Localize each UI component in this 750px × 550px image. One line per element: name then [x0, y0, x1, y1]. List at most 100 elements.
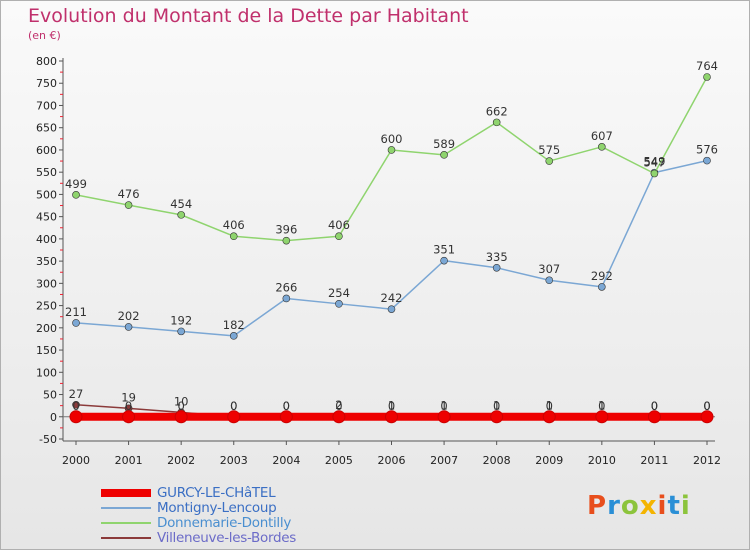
x-tick-label: 2002	[167, 454, 195, 467]
data-point	[440, 151, 448, 159]
data-point	[437, 410, 451, 424]
data-point	[332, 410, 346, 424]
data-label: 182	[223, 318, 245, 332]
legend-swatch	[101, 537, 151, 539]
data-label: 27	[69, 387, 84, 401]
data-label: 307	[538, 262, 560, 276]
x-tick-label: 2004	[272, 454, 300, 467]
data-label: 0	[230, 399, 237, 413]
data-point	[227, 410, 241, 424]
data-label: 607	[591, 129, 613, 143]
x-tick-label: 2000	[62, 454, 90, 467]
data-label: 476	[118, 187, 140, 201]
data-label: 242	[381, 291, 403, 305]
logo-letter: x	[639, 491, 658, 521]
data-label: 292	[591, 269, 613, 283]
data-label: 406	[328, 218, 350, 232]
data-point	[650, 169, 659, 178]
data-label: 0	[651, 399, 658, 413]
data-label: 0	[230, 399, 237, 413]
data-label: 0	[703, 399, 710, 413]
chart-title: Evolution du Montant de la Dette par Hab…	[28, 5, 469, 27]
data-point	[542, 410, 556, 424]
data-point	[177, 327, 185, 336]
data-label: 575	[538, 143, 560, 157]
y-tick-label: -50	[39, 433, 57, 446]
data-label: 351	[433, 243, 455, 257]
legend-label: Montigny-Lencoup	[157, 500, 277, 516]
data-label: 1	[546, 398, 553, 412]
y-tick-label: 350	[36, 255, 57, 268]
data-label: 0	[651, 399, 658, 413]
data-point	[700, 410, 714, 424]
data-label: 0	[440, 399, 447, 413]
data-label: 0	[388, 399, 395, 413]
data-label: 576	[696, 143, 718, 157]
legend-swatch	[101, 522, 151, 524]
data-label: 1	[493, 398, 500, 412]
data-point	[122, 410, 136, 424]
data-point	[492, 263, 501, 272]
data-point	[177, 211, 185, 219]
data-point	[647, 410, 661, 424]
data-label: 549	[643, 155, 665, 169]
legend-label: Villeneuve-les-Bordes	[157, 530, 297, 546]
legend-swatch	[101, 507, 151, 509]
data-label: 589	[433, 137, 455, 151]
data-point	[492, 118, 501, 127]
data-label: 335	[486, 250, 508, 264]
data-point	[72, 191, 80, 199]
data-point	[282, 294, 291, 303]
data-point	[598, 143, 606, 151]
y-tick-label: 600	[36, 144, 57, 157]
x-tick-label: 2009	[535, 454, 563, 467]
y-tick-label: 750	[36, 77, 57, 90]
data-point	[545, 157, 554, 165]
data-label: 764	[696, 59, 718, 73]
y-tick-label: 250	[36, 300, 57, 313]
y-tick-label: 400	[36, 233, 57, 246]
y-tick-label: 50	[43, 389, 57, 402]
x-tick-label: 2010	[588, 454, 616, 467]
x-tick-label: 2008	[483, 454, 511, 467]
legend-swatch	[101, 489, 151, 497]
logo-letter: t	[667, 491, 681, 521]
data-point	[703, 156, 711, 165]
x-tick-label: 2005	[325, 454, 353, 467]
data-label: 1	[598, 398, 605, 412]
data-label: 0	[335, 399, 342, 413]
data-point	[124, 201, 133, 209]
data-label: 2	[335, 398, 342, 412]
x-tick-label: 2006	[378, 454, 406, 467]
data-label: 454	[170, 197, 192, 211]
data-label: 0	[178, 399, 185, 413]
data-point	[279, 410, 293, 424]
data-point	[72, 400, 80, 409]
data-label: 0	[283, 399, 290, 413]
x-tick-label: 2011	[640, 454, 668, 467]
data-label: 0	[546, 399, 553, 413]
logo-letter: r	[607, 491, 621, 521]
data-label: 192	[170, 313, 192, 327]
data-label: 1	[440, 398, 447, 412]
x-tick-label: 2001	[115, 454, 143, 467]
data-point	[72, 319, 80, 327]
data-point	[595, 410, 609, 424]
data-point	[229, 332, 238, 340]
data-label: 0	[598, 399, 605, 413]
y-tick-label: 100	[36, 366, 57, 379]
data-label: 406	[223, 218, 245, 232]
y-tick-label: 200	[36, 322, 57, 335]
data-label: 396	[275, 223, 297, 237]
data-point	[282, 236, 291, 245]
data-point	[174, 410, 188, 424]
y-tick-label: 450	[36, 211, 57, 224]
data-point	[69, 410, 83, 424]
data-point	[335, 300, 343, 308]
proxiti-logo: Proxiti	[587, 491, 691, 521]
data-label: 19	[121, 390, 136, 404]
y-tick-label: 650	[36, 122, 57, 135]
y-tick-label: 300	[36, 277, 57, 290]
data-point	[229, 232, 238, 241]
